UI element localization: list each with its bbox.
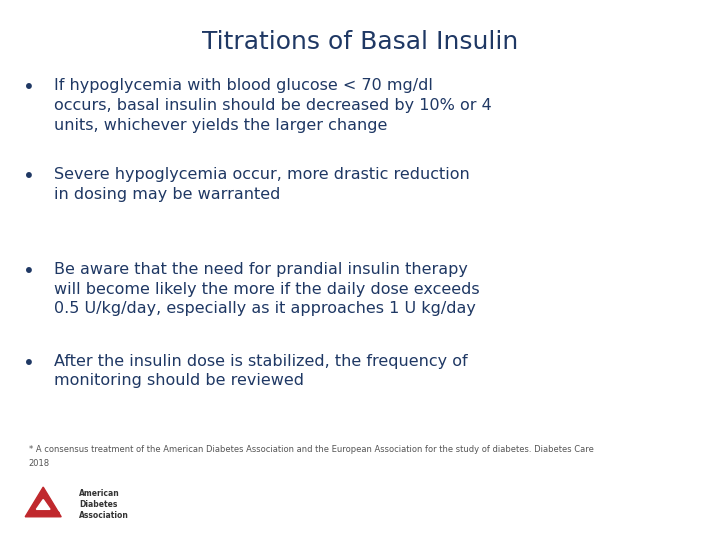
Text: American
Diabetes
Association: American Diabetes Association xyxy=(79,489,129,520)
Text: 2018: 2018 xyxy=(29,459,50,468)
Text: Be aware that the need for prandial insulin therapy
will become likely the more : Be aware that the need for prandial insu… xyxy=(54,262,480,316)
Text: •: • xyxy=(23,354,35,373)
Text: After the insulin dose is stabilized, the frequency of
monitoring should be revi: After the insulin dose is stabilized, th… xyxy=(54,354,467,388)
Polygon shape xyxy=(25,487,61,517)
Text: Severe hypoglycemia occur, more drastic reduction
in dosing may be warranted: Severe hypoglycemia occur, more drastic … xyxy=(54,167,469,202)
Text: •: • xyxy=(23,78,35,97)
Polygon shape xyxy=(36,500,50,509)
Text: * A consensus treatment of the American Diabetes Association and the European As: * A consensus treatment of the American … xyxy=(29,446,594,455)
Text: If hypoglycemia with blood glucose < 70 mg/dl
occurs, basal insulin should be de: If hypoglycemia with blood glucose < 70 … xyxy=(54,78,492,133)
Text: •: • xyxy=(23,262,35,281)
Text: Titrations of Basal Insulin: Titrations of Basal Insulin xyxy=(202,30,518,53)
Text: •: • xyxy=(23,167,35,186)
